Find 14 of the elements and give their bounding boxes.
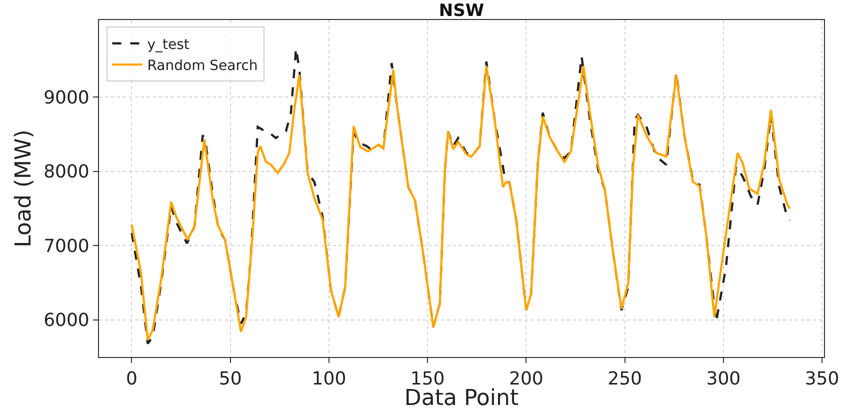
x-tick-label: 250 — [608, 368, 642, 390]
chart-title: NSW — [438, 1, 484, 22]
legend-label: Random Search — [147, 58, 258, 74]
legend-label: y_test — [147, 36, 190, 53]
x-tick-label: 350 — [804, 368, 840, 390]
x-tick-label: 0 — [126, 368, 138, 390]
y-axis-title: Load (MW) — [11, 130, 36, 248]
y-tick-label: 7000 — [44, 236, 90, 257]
y-tick-label: 6000 — [44, 310, 90, 332]
y-tick-label: 8000 — [44, 162, 90, 183]
x-tick-label: 50 — [218, 368, 242, 390]
x-tick-label: 300 — [706, 368, 741, 390]
y-tick-label: 9000 — [44, 88, 90, 108]
x-tick-label: 100 — [312, 368, 346, 390]
